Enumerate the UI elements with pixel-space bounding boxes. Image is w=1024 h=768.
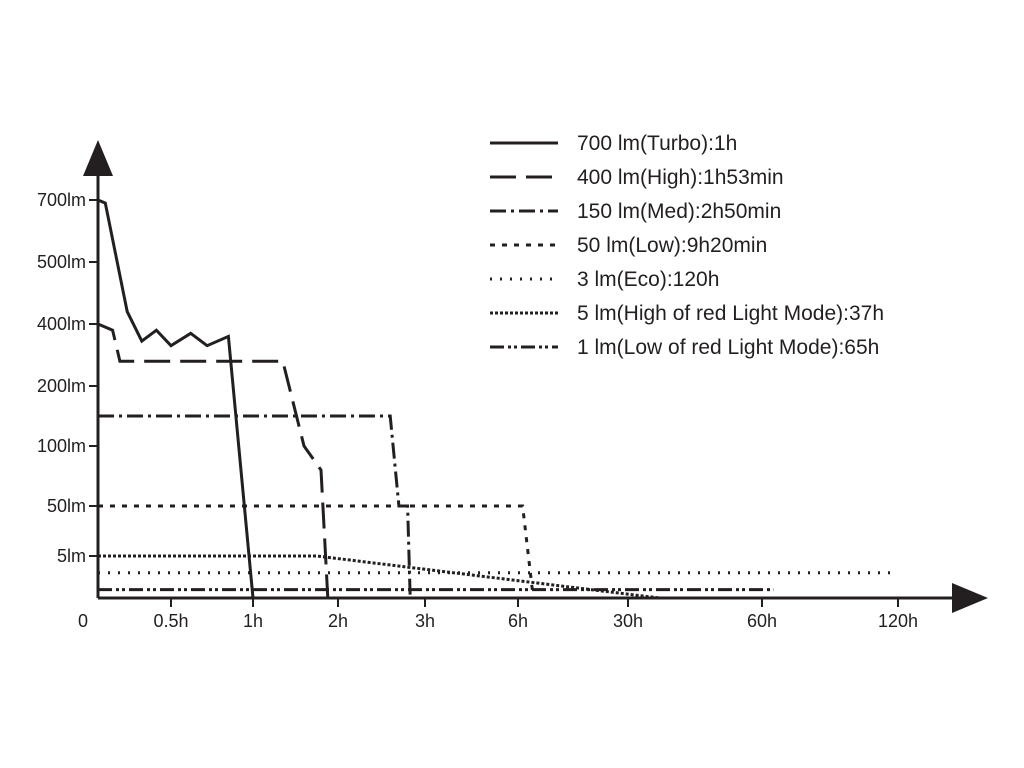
x-tick-label: 2h	[328, 611, 348, 631]
tick-layer: 0 0.5h 1h 2h 3h 6h 30h 60h 120h 5lm 50lm 100lm 200lm…	[37, 190, 918, 631]
legend-label-2: 400 lm(High):1h53min	[577, 166, 784, 189]
x-tick-label: 1h	[243, 611, 263, 631]
y-tick-label: 5lm	[57, 546, 86, 566]
legend-label-1: 700 lm(Turbo):1h	[577, 132, 737, 155]
x-axis-arrowhead	[952, 583, 988, 613]
legend-label-4: 50 lm(Low):9h20min	[577, 234, 767, 257]
chart-axes	[83, 140, 988, 613]
legend-label-6: 5 lm(High of red Light Mode):37h	[577, 302, 884, 325]
y-tick-label: 500lm	[37, 252, 86, 272]
chart-legend: 700 lm(Turbo):1h 400 lm(High):1h53min 150 …	[490, 132, 884, 359]
x-tick-label: 60h	[747, 611, 777, 631]
y-tick-label: 400lm	[37, 314, 86, 334]
y-tick-label: 700lm	[37, 190, 86, 210]
y-tick-label: 200lm	[37, 376, 86, 396]
series-line-6	[98, 554, 660, 600]
x-tick-label: 0	[78, 611, 88, 631]
legend-label-5: 3 lm(Eco):120h	[577, 268, 719, 291]
y-axis-arrowhead	[83, 140, 113, 176]
x-tick-label: 3h	[415, 611, 435, 631]
x-tick-label: 0.5h	[153, 611, 188, 631]
x-tick-label: 6h	[508, 611, 528, 631]
series-line-4	[98, 504, 535, 599]
series-line-1	[97, 198, 255, 599]
series-layer	[97, 198, 898, 600]
x-tick-label: 30h	[613, 611, 643, 631]
x-tick-label: 120h	[878, 611, 918, 631]
legend-label-7: 1 lm(Low of red Light Mode):65h	[577, 336, 879, 359]
y-tick-label: 100lm	[37, 436, 86, 456]
series-line-2	[97, 322, 330, 599]
y-tick-label: 50lm	[47, 496, 86, 516]
legend-label-3: 150 lm(Med):2h50min	[577, 200, 781, 223]
